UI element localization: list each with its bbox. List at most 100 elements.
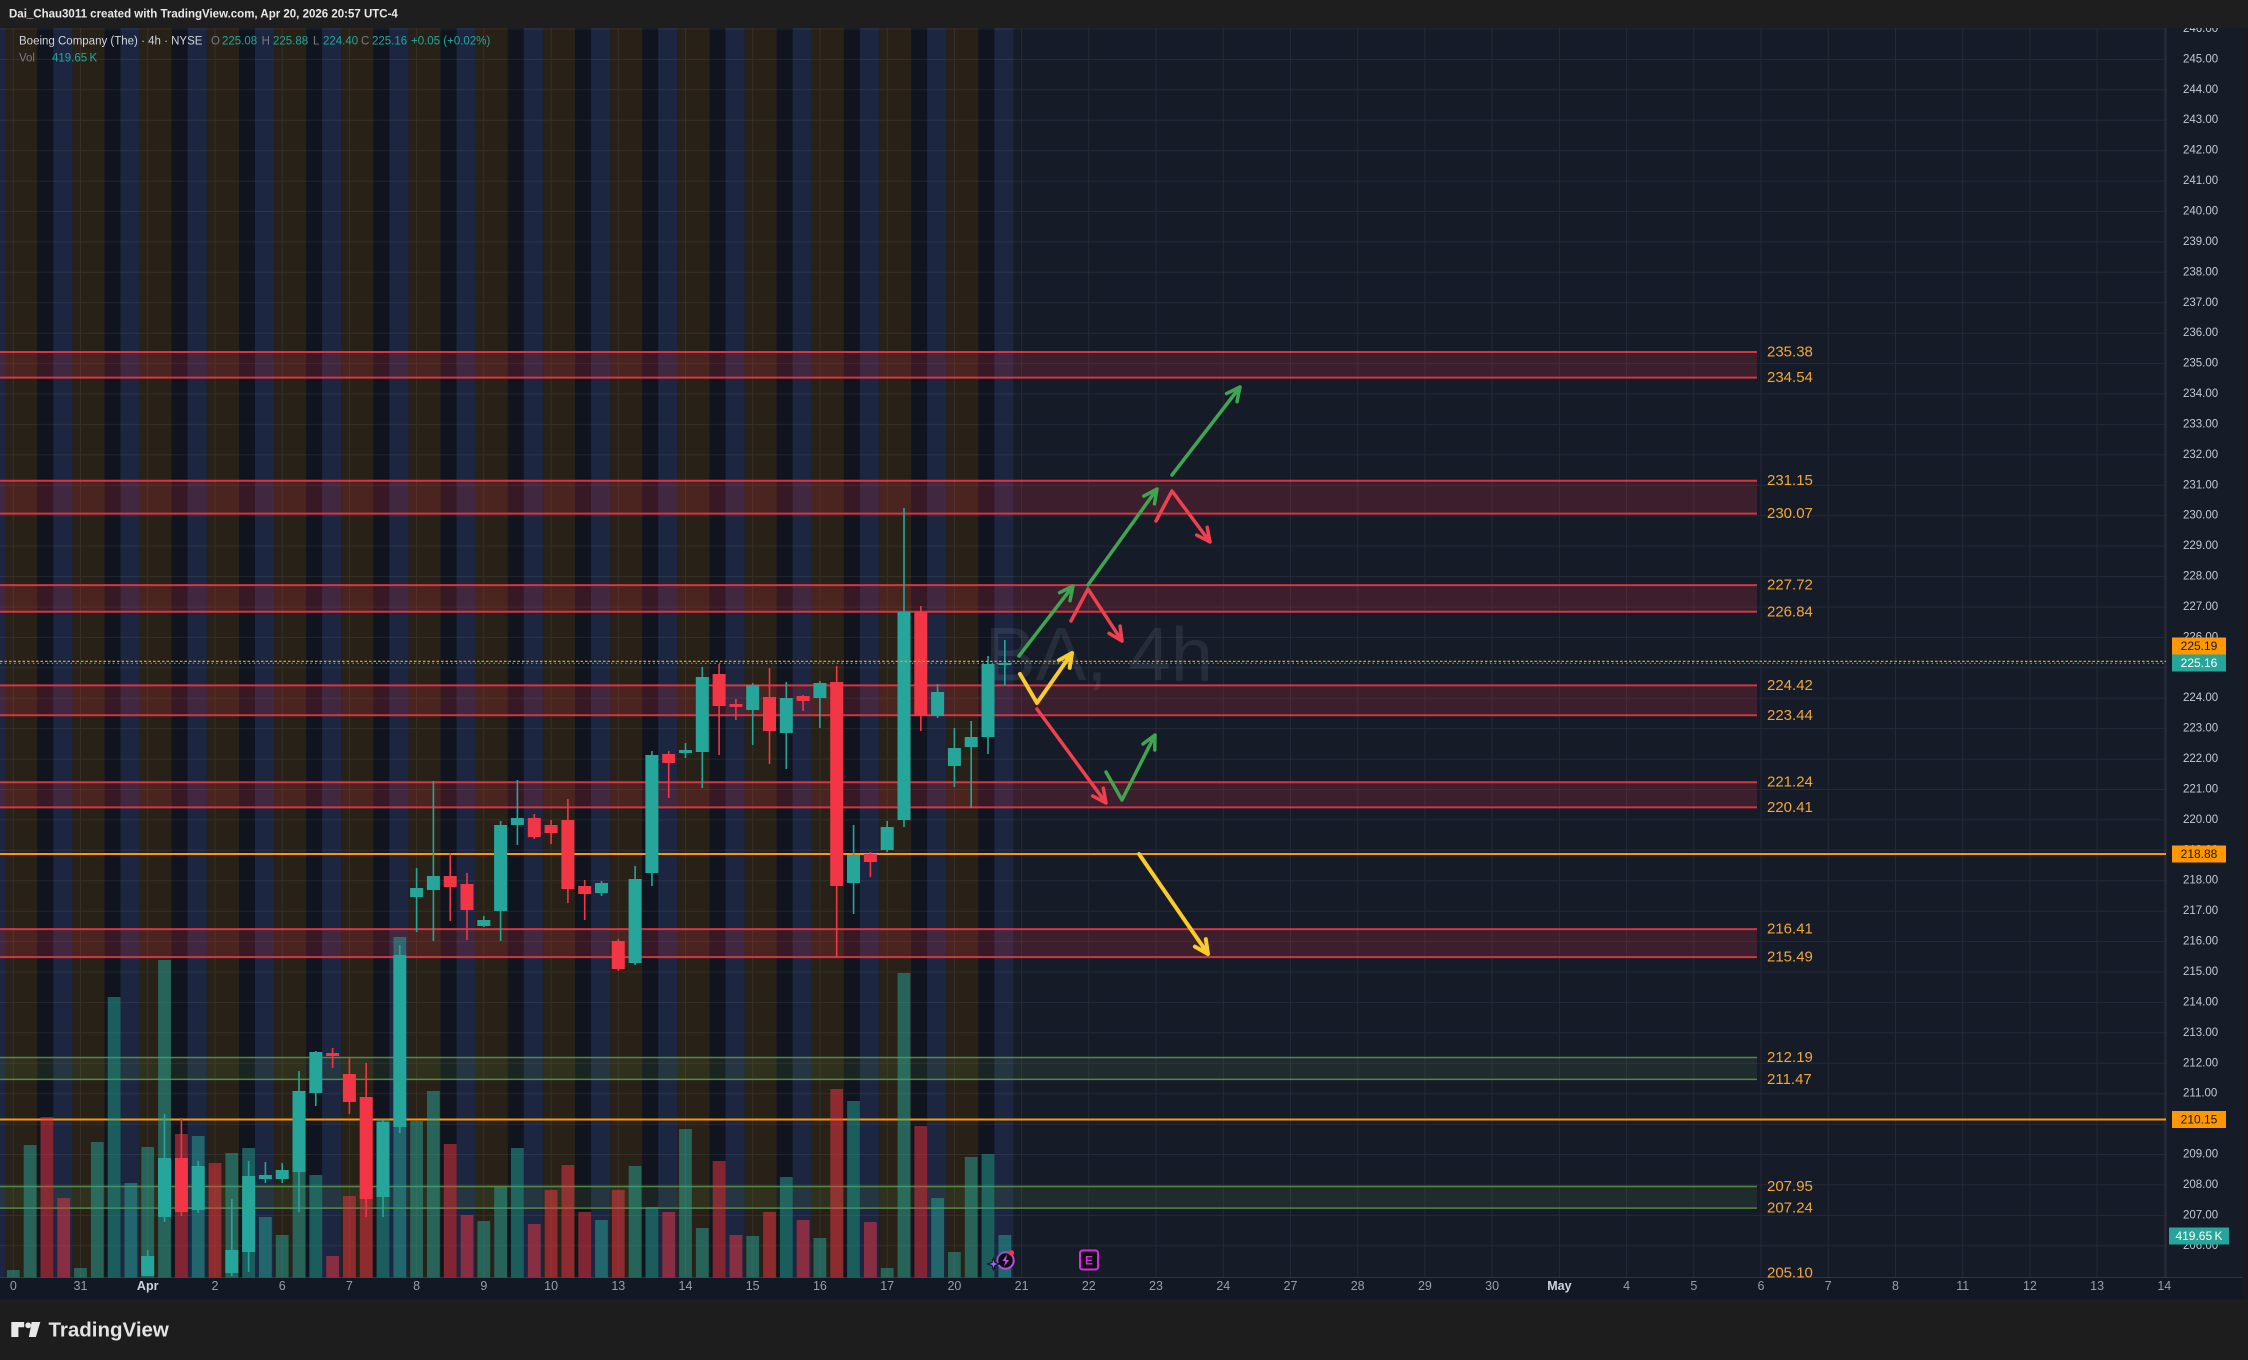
- svg-text:6: 6: [279, 1279, 286, 1293]
- svg-text:242.00: 242.00: [2183, 145, 2218, 157]
- svg-text:220.00: 220.00: [2183, 814, 2218, 826]
- svg-text:225.16: 225.16: [372, 36, 407, 48]
- svg-text:8: 8: [1892, 1279, 1899, 1293]
- svg-text:214.00: 214.00: [2183, 996, 2218, 1008]
- svg-text:243.00: 243.00: [2183, 114, 2218, 126]
- svg-text:223.00: 223.00: [2183, 723, 2218, 735]
- svg-text:236.00: 236.00: [2183, 327, 2218, 339]
- svg-text:244.00: 244.00: [2183, 84, 2218, 96]
- svg-text:245.00: 245.00: [2183, 53, 2218, 65]
- svg-text:Dai_Chau3011 created with Trad: Dai_Chau3011 created with TradingView.co…: [9, 9, 398, 21]
- svg-text:209.00: 209.00: [2183, 1149, 2218, 1161]
- svg-text:212.19: 212.19: [1767, 1049, 1813, 1066]
- svg-text:229.00: 229.00: [2183, 540, 2218, 552]
- svg-text:227.72: 227.72: [1767, 577, 1813, 594]
- svg-text:212.00: 212.00: [2183, 1057, 2218, 1069]
- svg-text:TradingView: TradingView: [49, 1319, 169, 1342]
- svg-text:29: 29: [1418, 1279, 1432, 1293]
- svg-text:231.00: 231.00: [2183, 479, 2218, 491]
- svg-text:220.41: 220.41: [1767, 799, 1813, 816]
- svg-text:211.47: 211.47: [1767, 1071, 1812, 1088]
- svg-text:8: 8: [413, 1279, 420, 1293]
- svg-text:221.00: 221.00: [2183, 784, 2218, 796]
- svg-text:22: 22: [1082, 1279, 1096, 1293]
- svg-text:207.00: 207.00: [2183, 1209, 2218, 1221]
- svg-text:+0.05 (+0.02%): +0.05 (+0.02%): [411, 36, 490, 48]
- svg-text:23: 23: [1149, 1279, 1163, 1293]
- svg-text:17: 17: [880, 1279, 894, 1293]
- svg-text:0: 0: [10, 1279, 17, 1293]
- svg-text:218.88: 218.88: [2181, 847, 2218, 861]
- svg-text:224.00: 224.00: [2183, 692, 2218, 704]
- svg-text:215.00: 215.00: [2183, 966, 2218, 978]
- svg-text:24: 24: [1216, 1279, 1230, 1293]
- svg-text:208.00: 208.00: [2183, 1179, 2218, 1191]
- svg-text:7: 7: [346, 1279, 353, 1293]
- svg-text:207.24: 207.24: [1767, 1200, 1813, 1217]
- svg-text:233.00: 233.00: [2183, 418, 2218, 430]
- svg-text:13: 13: [2090, 1279, 2104, 1293]
- svg-text:231.15: 231.15: [1767, 472, 1813, 489]
- svg-text:11: 11: [1956, 1279, 1969, 1293]
- svg-text:L: L: [313, 36, 320, 48]
- svg-text:211.00: 211.00: [2183, 1088, 2217, 1100]
- svg-text:30: 30: [1485, 1279, 1499, 1293]
- svg-text:210.15: 210.15: [2181, 1113, 2218, 1127]
- svg-text:239.00: 239.00: [2183, 236, 2218, 248]
- svg-text:230.07: 230.07: [1767, 505, 1813, 522]
- svg-text:223.44: 223.44: [1767, 707, 1813, 724]
- svg-text:13: 13: [611, 1279, 625, 1293]
- svg-text:Vol: Vol: [19, 53, 35, 65]
- svg-text:205.10: 205.10: [1767, 1265, 1813, 1282]
- svg-text:2: 2: [212, 1279, 219, 1293]
- svg-text:215.49: 215.49: [1767, 949, 1813, 966]
- svg-text:Apr: Apr: [137, 1279, 159, 1293]
- svg-text:10: 10: [544, 1279, 558, 1293]
- svg-text:419.65 K: 419.65 K: [2175, 1229, 2222, 1243]
- svg-text:227.00: 227.00: [2183, 601, 2218, 613]
- svg-text:225.88: 225.88: [273, 36, 308, 48]
- svg-text:240.00: 240.00: [2183, 206, 2218, 218]
- svg-text:235.38: 235.38: [1767, 344, 1813, 361]
- svg-text:4: 4: [1623, 1279, 1630, 1293]
- svg-text:H: H: [262, 36, 270, 48]
- svg-text:226.84: 226.84: [1767, 603, 1813, 620]
- svg-text:E: E: [1085, 1254, 1093, 1268]
- svg-text:224.42: 224.42: [1767, 677, 1813, 694]
- svg-text:235.00: 235.00: [2183, 358, 2218, 370]
- svg-text:225.16: 225.16: [2181, 656, 2218, 670]
- svg-text:C: C: [361, 36, 369, 48]
- svg-text:20: 20: [947, 1279, 961, 1293]
- svg-text:O: O: [211, 36, 220, 48]
- svg-text:16: 16: [813, 1279, 827, 1293]
- svg-text:216.00: 216.00: [2183, 936, 2218, 948]
- svg-text:14: 14: [2157, 1279, 2171, 1293]
- svg-text:6: 6: [1758, 1279, 1765, 1293]
- svg-text:232.00: 232.00: [2183, 449, 2218, 461]
- svg-text:241.00: 241.00: [2183, 175, 2218, 187]
- svg-text:218.00: 218.00: [2183, 875, 2218, 887]
- svg-text:BA, 4h: BA, 4h: [985, 613, 1213, 698]
- svg-text:238.00: 238.00: [2183, 266, 2218, 278]
- svg-text:7: 7: [1825, 1279, 1832, 1293]
- svg-text:224.40: 224.40: [323, 36, 358, 48]
- svg-text:234.54: 234.54: [1767, 369, 1813, 386]
- svg-text:217.00: 217.00: [2183, 905, 2218, 917]
- svg-text:230.00: 230.00: [2183, 510, 2218, 522]
- svg-text:Boeing Company (The) · 4h · NY: Boeing Company (The) · 4h · NYSE: [19, 36, 203, 48]
- svg-text:207.95: 207.95: [1767, 1178, 1813, 1195]
- svg-text:221.24: 221.24: [1767, 774, 1813, 791]
- svg-text:216.41: 216.41: [1767, 921, 1813, 938]
- svg-text:222.00: 222.00: [2183, 753, 2218, 765]
- svg-text:May: May: [1547, 1279, 1571, 1293]
- svg-text:12: 12: [2023, 1279, 2037, 1293]
- svg-text:14: 14: [679, 1279, 693, 1293]
- svg-text:28: 28: [1351, 1279, 1365, 1293]
- svg-text:225.19: 225.19: [2181, 639, 2218, 653]
- svg-text:21: 21: [1015, 1279, 1029, 1293]
- svg-text:419.65 K: 419.65 K: [52, 53, 97, 65]
- svg-text:31: 31: [74, 1279, 88, 1293]
- svg-text:237.00: 237.00: [2183, 297, 2218, 309]
- svg-text:225.08: 225.08: [222, 36, 257, 48]
- svg-text:228.00: 228.00: [2183, 571, 2218, 583]
